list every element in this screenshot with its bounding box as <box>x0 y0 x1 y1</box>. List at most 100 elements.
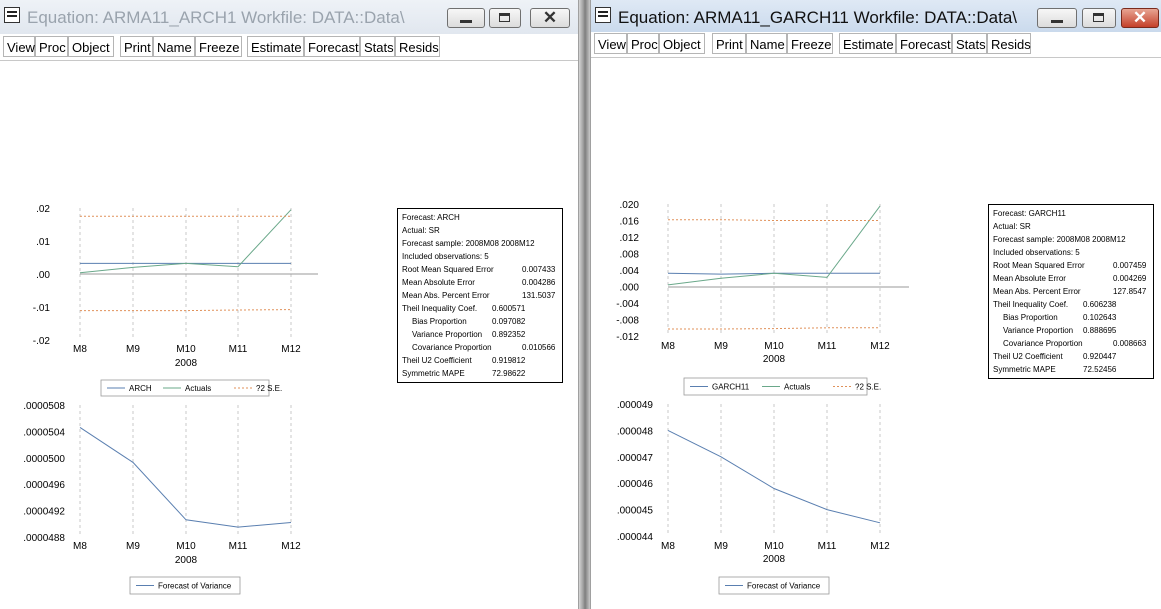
x-tick-label: M11 <box>229 344 248 355</box>
maximize-button[interactable] <box>489 8 521 28</box>
series-line-2-s-e <box>668 219 880 221</box>
freeze-button[interactable]: Freeze <box>787 33 833 54</box>
close-icon: ✕ <box>1132 8 1148 27</box>
x-year-label: 2008 <box>763 354 786 365</box>
stats-value: 0.007433 <box>522 265 556 274</box>
menu-icon[interactable] <box>4 7 20 23</box>
stats-label: Symmetric MAPE <box>993 365 1056 374</box>
x-tick-label: M9 <box>714 541 728 552</box>
resids-button[interactable]: Resids <box>395 36 440 57</box>
stats-label: Theil Inequality Coef. <box>402 304 478 313</box>
estimate-button[interactable]: Estimate <box>839 33 896 54</box>
stats-value: 0.892352 <box>492 330 526 339</box>
forecast-button[interactable]: Forecast <box>304 36 360 57</box>
close-button[interactable]: ✕ <box>1121 8 1159 28</box>
print-button[interactable]: Print <box>120 36 153 57</box>
toolbar: View Proc Object Print Name Freeze Estim… <box>0 35 578 61</box>
proc-button[interactable]: Proc <box>627 33 659 54</box>
x-tick-label: M12 <box>870 341 890 352</box>
series-line-2-s-e-lower <box>80 309 292 312</box>
legend-label: GARCH11 <box>712 383 750 392</box>
y-tick-label: .0000488 <box>23 533 65 544</box>
proc-button[interactable]: Proc <box>35 36 68 57</box>
forecast-stats-box: Forecast: GARCH11 Actual: SR Forecast samp… <box>988 204 1154 379</box>
view-button[interactable]: View <box>3 36 35 57</box>
estimate-button[interactable]: Estimate <box>247 36 304 57</box>
stats-header-line: Included observations: 5 <box>993 248 1080 257</box>
stats-header-line: Included observations: 5 <box>402 252 489 261</box>
stats-label: Variance Proportion <box>1003 326 1074 335</box>
series-line-actuals <box>667 205 881 286</box>
y-tick-label: -.004 <box>616 299 639 310</box>
stats-label: Symmetric MAPE <box>402 369 465 378</box>
stats-value: 72.98622 <box>492 369 526 378</box>
y-tick-label: .0000500 <box>23 454 65 465</box>
stats-label: Mean Absolute Error <box>993 274 1066 283</box>
series-line-2-s-e-lower <box>668 327 880 330</box>
object-button[interactable]: Object <box>68 36 114 57</box>
stats-value: 0.920447 <box>1083 352 1117 361</box>
window-splitter[interactable] <box>579 0 590 609</box>
x-tick-label: M8 <box>73 541 87 552</box>
forecast-button[interactable]: Forecast <box>896 33 952 54</box>
stats-label: Covariance Proportion <box>412 343 492 352</box>
print-button[interactable]: Print <box>712 33 746 54</box>
stats-value: 0.004286 <box>522 278 556 287</box>
series-line-forecast-of-variance <box>667 429 881 524</box>
stats-value: 0.097082 <box>492 317 526 326</box>
legend-box <box>718 576 830 595</box>
x-tick-label: M10 <box>176 541 196 552</box>
equation-window-arch[interactable]: Equation: ARMA11_ARCH1 Workfile: DATA::D… <box>0 0 579 609</box>
x-tick-label: M9 <box>714 341 728 352</box>
menu-icon[interactable] <box>595 7 611 23</box>
close-button[interactable]: ✕ <box>530 8 570 28</box>
legend-label: Forecast of Variance <box>747 582 821 591</box>
stats-button[interactable]: Stats <box>360 36 395 57</box>
x-tick-label: M12 <box>281 344 301 355</box>
stats-label: Theil Inequality Coef. <box>993 300 1069 309</box>
x-tick-label: M8 <box>661 341 675 352</box>
freeze-button[interactable]: Freeze <box>195 36 242 57</box>
title-bar[interactable]: Equation: ARMA11_GARCH11 Workfile: DATA:… <box>591 0 1161 34</box>
y-tick-label: .02 <box>36 204 50 215</box>
view-button[interactable]: View <box>594 33 627 54</box>
y-tick-label: -.008 <box>616 316 639 327</box>
object-button[interactable]: Object <box>659 33 705 54</box>
title-bar[interactable]: Equation: ARMA11_ARCH1 Workfile: DATA::D… <box>0 0 578 34</box>
window-title: Equation: ARMA11_GARCH11 Workfile: DATA:… <box>618 8 1018 27</box>
x-tick-label: M8 <box>73 344 87 355</box>
forecast-graphs: .02 .01 .00 -.01 -.02 M8 M9 M10 M11 M12 2008 ARCH Ac… <box>23 204 318 595</box>
y-tick-label: .000047 <box>617 453 654 464</box>
stats-label: Theil U2 Coefficient <box>993 352 1063 361</box>
resids-button[interactable]: Resids <box>987 33 1031 54</box>
x-year-label: 2008 <box>175 358 198 369</box>
x-tick-label: M10 <box>176 344 196 355</box>
minimize-button[interactable] <box>447 8 485 28</box>
legend-label: ?2 S.E. <box>855 383 881 392</box>
stats-label: Mean Abs. Percent Error <box>402 291 490 300</box>
legend-label: Actuals <box>784 383 810 392</box>
maximize-button[interactable] <box>1082 8 1116 28</box>
y-tick-label: .0000504 <box>23 427 65 438</box>
y-tick-label: .008 <box>620 250 640 261</box>
name-button[interactable]: Name <box>746 33 787 54</box>
name-button[interactable]: Name <box>153 36 195 57</box>
stats-value: 0.600571 <box>492 304 526 313</box>
x-tick-label: M12 <box>870 541 890 552</box>
y-tick-label: .004 <box>620 266 640 277</box>
x-tick-label: M10 <box>764 341 784 352</box>
y-tick-label: .00 <box>36 270 50 281</box>
minimize-icon <box>460 20 472 23</box>
minimize-button[interactable] <box>1037 8 1077 28</box>
equation-window-garch[interactable]: Equation: ARMA11_GARCH11 Workfile: DATA:… <box>590 0 1161 609</box>
legend-box <box>100 379 270 397</box>
y-tick-label: .0000496 <box>23 480 65 491</box>
y-tick-label: .000046 <box>617 479 654 490</box>
stats-button[interactable]: Stats <box>952 33 987 54</box>
stats-value: 72.52456 <box>1083 365 1117 374</box>
minimize-icon <box>1051 20 1063 23</box>
stats-value: 0.008663 <box>1113 339 1147 348</box>
legend-label: Forecast of Variance <box>158 582 232 591</box>
y-tick-label: .000045 <box>617 506 654 517</box>
legend-label: ARCH <box>129 384 152 393</box>
